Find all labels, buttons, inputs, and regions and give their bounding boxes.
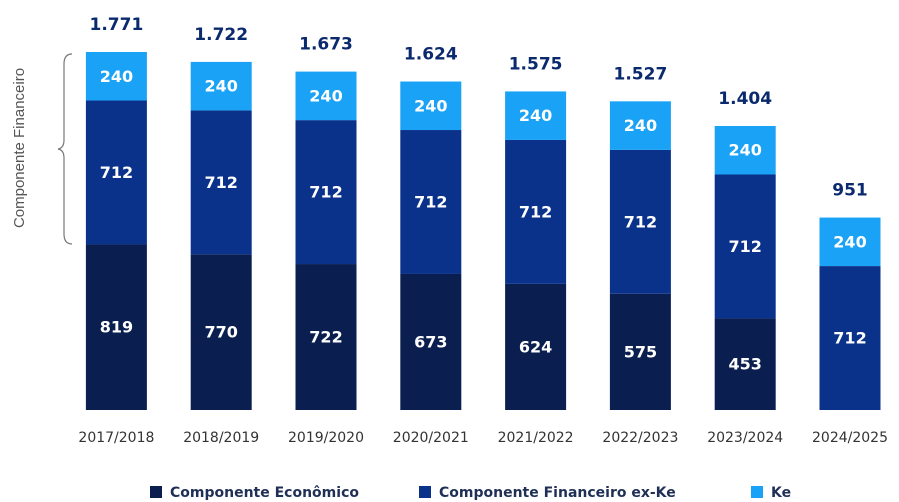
- bar-segment: [85, 244, 147, 410]
- bar-segment: [819, 266, 881, 410]
- total-label: 1.722: [194, 25, 248, 45]
- bar-segment: [400, 130, 462, 274]
- bar-segment: [295, 71, 357, 121]
- bar-segment: [190, 110, 252, 255]
- legend-label: Ke: [771, 485, 791, 501]
- segment-label: 240: [519, 106, 552, 125]
- bar-segment: [190, 61, 252, 111]
- bar-segment: [819, 217, 881, 267]
- bar-segment: [609, 293, 671, 410]
- legend-swatch: [751, 486, 763, 498]
- segment-label: 712: [519, 202, 552, 221]
- segment-label: 624: [519, 337, 552, 356]
- bar-segment: [85, 52, 147, 101]
- bar-segment: [85, 100, 147, 245]
- segment-label: 712: [624, 212, 657, 231]
- total-label: 1.527: [614, 64, 668, 84]
- x-tick-label: 2017/2018: [78, 430, 154, 446]
- segment-label: 770: [204, 323, 237, 342]
- total-label: 1.771: [90, 15, 144, 35]
- segment-label: 240: [309, 86, 342, 105]
- total-label: 951: [832, 181, 868, 201]
- segment-label: 819: [100, 318, 133, 337]
- total-label: 1.624: [404, 45, 458, 65]
- segment-label: 240: [624, 116, 657, 135]
- legend-swatch: [150, 486, 162, 498]
- x-tick-label: 2022/2023: [602, 430, 678, 446]
- segment-label: 240: [833, 232, 866, 251]
- segment-label: 575: [624, 342, 657, 361]
- total-label: 1.575: [509, 54, 563, 74]
- segment-label: 240: [100, 67, 133, 86]
- bar-segment: [505, 283, 567, 410]
- x-tick-label: 2021/2022: [498, 430, 574, 446]
- segment-label: 712: [728, 237, 761, 256]
- bar-segment: [714, 318, 776, 410]
- bar-segment: [505, 91, 567, 140]
- brace: [57, 53, 73, 245]
- segment-label: 712: [414, 192, 447, 211]
- bar-segment: [505, 139, 567, 284]
- x-tick-label: 2020/2021: [393, 430, 469, 446]
- total-label: 1.404: [718, 89, 772, 109]
- legend-label: Componente Financeiro ex-Ke: [439, 485, 676, 501]
- x-tick-label: 2019/2020: [288, 430, 364, 446]
- x-tick-label: 2023/2024: [707, 430, 783, 446]
- segment-label: 712: [833, 329, 866, 348]
- segment-label: 673: [414, 332, 447, 351]
- total-label: 1.673: [299, 35, 353, 55]
- y-axis-label: Componente Financeiro: [11, 68, 28, 228]
- segment-label: 722: [309, 328, 342, 347]
- bar-segment: [714, 125, 776, 175]
- segment-label: 712: [309, 183, 342, 202]
- bar-segment: [400, 81, 462, 131]
- segment-label: 240: [728, 141, 761, 160]
- bar-segment: [714, 174, 776, 319]
- segment-label: 712: [204, 173, 237, 192]
- bar-segment: [609, 149, 671, 294]
- segment-label: 240: [204, 77, 237, 96]
- x-tick-label: 2018/2019: [183, 430, 259, 446]
- segment-label: 712: [100, 163, 133, 182]
- bar-segment: [190, 254, 252, 410]
- legend-label: Componente Econômico: [170, 485, 359, 501]
- bar-segment: [400, 273, 462, 410]
- x-tick-label: 2024/2025: [812, 430, 888, 446]
- segment-label: 240: [414, 96, 447, 115]
- segment-label: 453: [728, 355, 761, 374]
- bar-segment: [295, 264, 357, 410]
- bar-segment: [295, 120, 357, 265]
- bar-segment: [609, 101, 671, 150]
- legend-swatch: [419, 486, 431, 498]
